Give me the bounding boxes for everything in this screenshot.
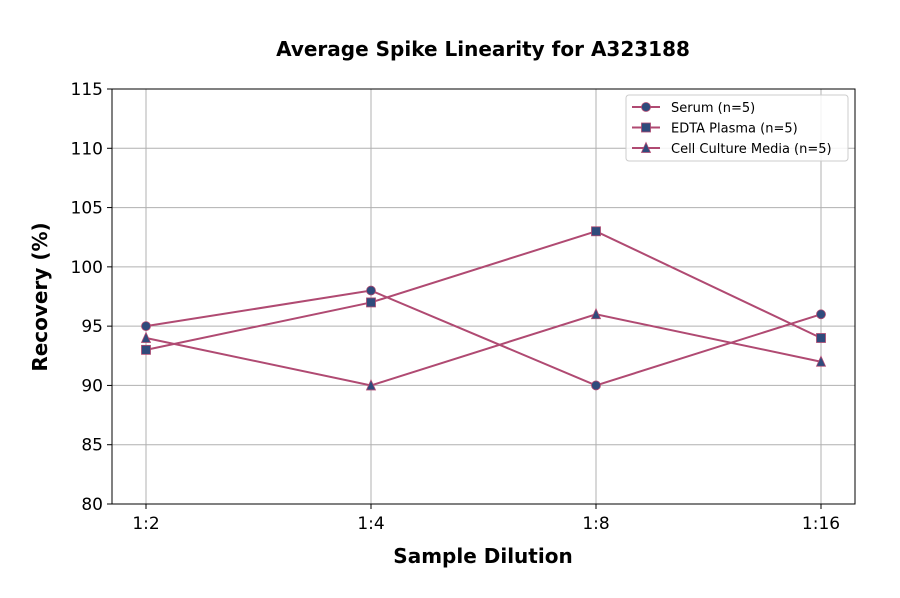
circle-marker — [591, 380, 601, 391]
legend-label: EDTA Plasma (n=5) — [671, 122, 798, 137]
x-axis-label: Sample Dilution — [393, 544, 572, 568]
series-line — [145, 289, 822, 387]
triangle-marker — [640, 141, 652, 153]
y-tick-label: 80 — [81, 495, 103, 515]
y-axis-label: Recovery (%) — [28, 222, 52, 371]
series-cell — [140, 307, 827, 391]
series-serum — [141, 285, 826, 391]
series-line — [145, 230, 822, 351]
y-tick-label: 105 — [71, 199, 103, 219]
square-marker — [641, 122, 651, 133]
square-marker — [141, 344, 151, 355]
y-tick-label: 100 — [71, 258, 103, 278]
y-tick-label: 90 — [81, 376, 103, 396]
legend-box — [625, 94, 849, 162]
chart-title: Average Spike Linearity for A323188 — [276, 37, 690, 61]
legend-label: Cell Culture Media (n=5) — [671, 142, 832, 157]
triangle-marker — [815, 355, 827, 367]
x-tick-label: 1:16 — [802, 514, 840, 534]
triangle-marker — [140, 331, 152, 343]
y-tick-label: 115 — [71, 80, 103, 100]
series-line — [145, 313, 822, 387]
x-tick-label: 1:8 — [582, 514, 609, 534]
circle-marker — [366, 285, 376, 296]
plot-area — [111, 88, 856, 505]
y-tick-label: 110 — [71, 139, 103, 159]
legend-label: Serum (n=5) — [671, 101, 755, 116]
x-tick-label: 1:4 — [357, 514, 384, 534]
triangle-marker — [590, 307, 602, 320]
series-edta — [141, 226, 826, 355]
circle-marker — [641, 102, 651, 112]
y-tick-label: 95 — [81, 317, 103, 337]
y-tick-label: 85 — [81, 436, 103, 456]
x-tick-label: 1:2 — [132, 514, 159, 534]
square-marker — [816, 333, 826, 343]
square-marker — [591, 226, 601, 237]
circle-marker — [816, 309, 826, 320]
square-marker — [366, 297, 376, 308]
circle-marker — [141, 321, 151, 332]
legend: Serum (n=5) EDTA Plasma (n=5) Cell Culture… — [625, 94, 849, 162]
triangle-marker — [365, 378, 377, 391]
